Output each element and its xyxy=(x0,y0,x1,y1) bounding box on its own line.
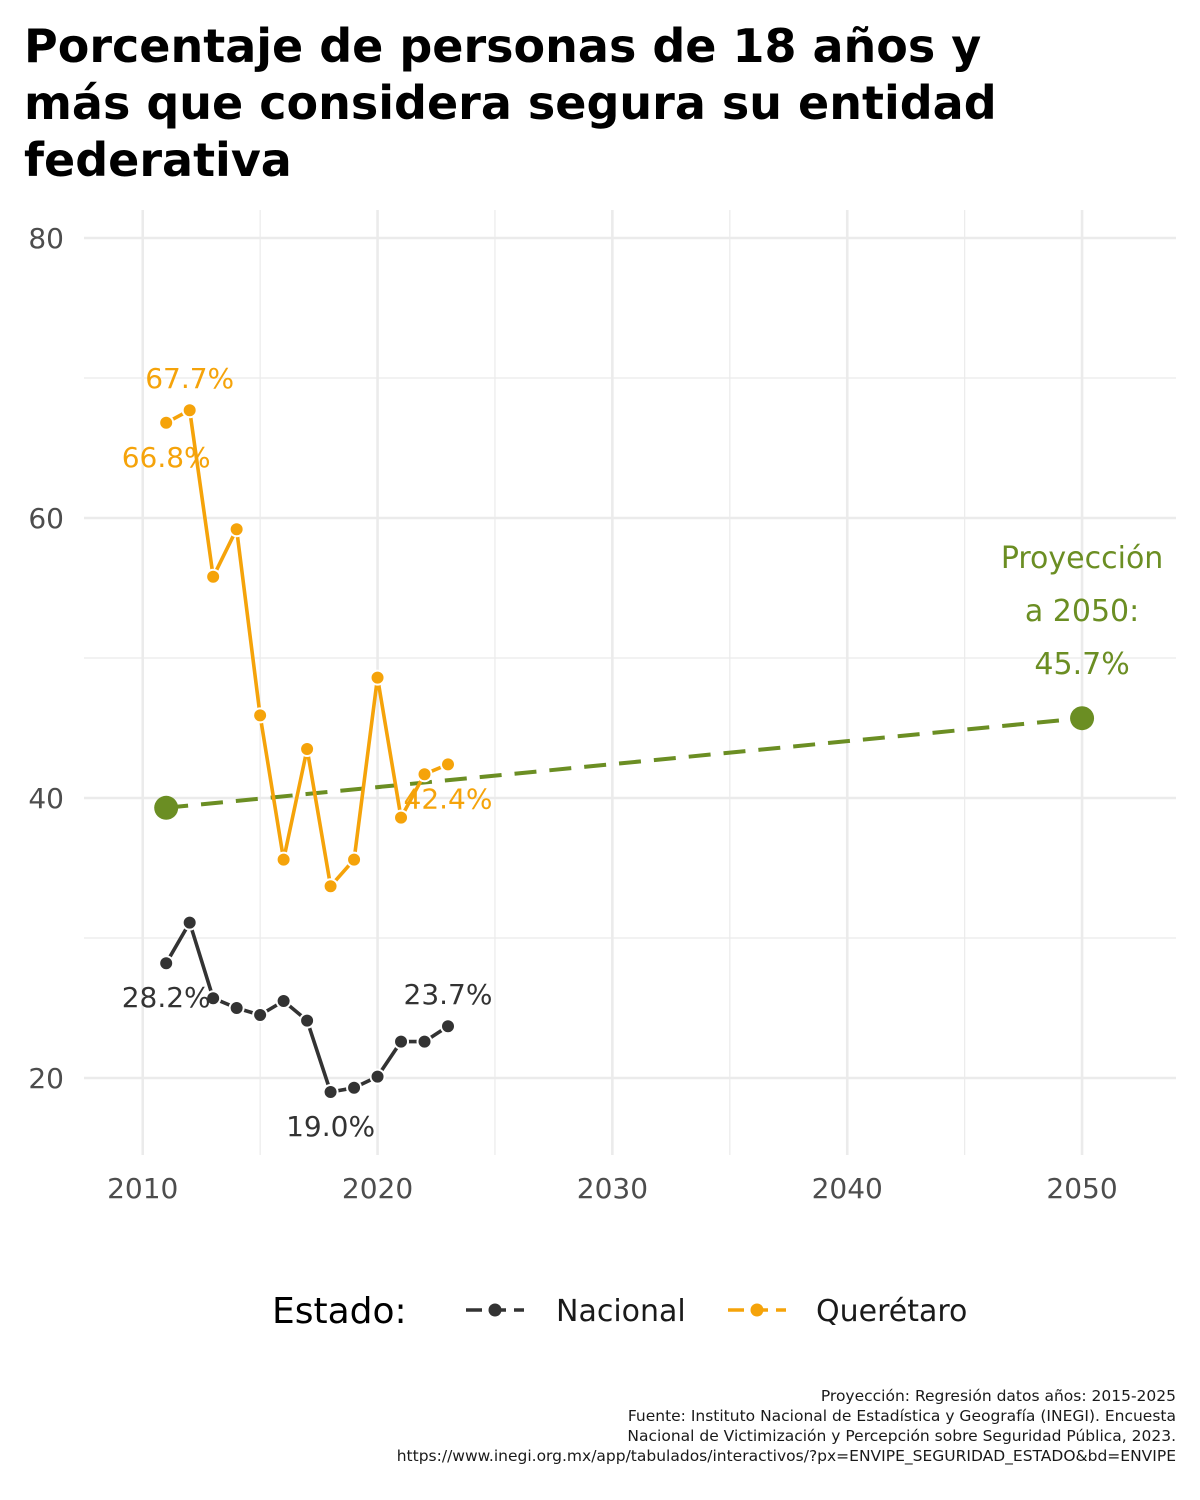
series-point xyxy=(299,1012,316,1029)
data-labels: 67.7% 66.8% 42.4% 28.2% 23.7% 19.0% xyxy=(122,362,493,1143)
series-point xyxy=(346,1079,363,1096)
x-tick-label: 2010 xyxy=(107,1172,178,1205)
y-tick-label: 80 xyxy=(28,222,64,255)
projection-label: a 2050: xyxy=(1025,594,1139,629)
series-point xyxy=(346,851,363,868)
series-point xyxy=(299,741,316,757)
series-point xyxy=(275,851,292,868)
caption-line-1: Proyección: Regresión datos años: 2015-2… xyxy=(820,1387,1176,1405)
caption-line-2: Fuente: Instituto Nacional de Estadístic… xyxy=(627,1407,1176,1425)
series-point xyxy=(393,809,410,826)
series-point xyxy=(158,414,175,431)
chart-title: Porcentaje de personas de 18 años y más … xyxy=(24,19,997,187)
legend-key-point xyxy=(488,1303,502,1317)
series-point xyxy=(228,1000,245,1016)
x-tick-label: 2030 xyxy=(577,1172,648,1205)
series-point xyxy=(369,669,386,686)
projection-label: Proyección xyxy=(1001,541,1164,576)
data-label: 19.0% xyxy=(286,1110,375,1143)
series-point xyxy=(181,914,198,931)
series-point xyxy=(322,878,339,895)
data-label: 67.7% xyxy=(145,362,234,395)
legend: Estado: Nacional Querétaro xyxy=(272,1291,967,1332)
series-point xyxy=(393,1033,410,1050)
x-tick-label: 2020 xyxy=(342,1172,413,1205)
caption-line-4: https://www.inegi.org.mx/app/tabulados/i… xyxy=(396,1447,1176,1465)
series-point xyxy=(440,1018,456,1035)
projection-line xyxy=(165,716,1083,810)
series-point xyxy=(252,707,269,724)
x-axis-ticks: 2010 2020 2030 2040 2050 xyxy=(107,1172,1118,1205)
legend-key-point xyxy=(750,1303,764,1317)
caption: Proyección: Regresión datos años: 2015-2… xyxy=(397,1386,1176,1466)
series-point xyxy=(205,568,222,585)
y-tick-label: 60 xyxy=(28,502,64,535)
projection-point xyxy=(1070,706,1095,731)
series-layer xyxy=(158,402,456,1100)
series-point xyxy=(181,402,198,419)
data-label: 66.8% xyxy=(122,441,211,474)
y-axis-ticks: 20 40 60 80 xyxy=(28,222,64,1095)
legend-label: Nacional xyxy=(556,1294,686,1329)
y-tick-label: 40 xyxy=(28,782,64,815)
series-point xyxy=(228,521,245,538)
data-label: 42.4% xyxy=(404,782,493,815)
series-point xyxy=(416,1033,433,1050)
y-tick-label: 20 xyxy=(28,1062,64,1095)
series-point xyxy=(158,955,175,972)
caption-line-3: Nacional de Victimización y Percepción s… xyxy=(627,1427,1176,1445)
series-point xyxy=(369,1068,386,1085)
series-point xyxy=(275,993,292,1009)
series-point xyxy=(440,756,456,773)
projection-label: 45.7% xyxy=(1034,647,1129,682)
series-point xyxy=(416,766,433,783)
grid xyxy=(84,210,1176,1155)
series-point xyxy=(322,1084,339,1100)
x-tick-label: 2050 xyxy=(1046,1172,1117,1205)
legend-item-querétaro: Querétaro xyxy=(728,1294,967,1329)
series-point xyxy=(252,1007,269,1023)
projection: Proyección a 2050: 45.7% xyxy=(154,541,1163,820)
series-nacional xyxy=(158,914,456,1100)
data-label: 23.7% xyxy=(404,978,493,1011)
legend-item-nacional: Nacional xyxy=(466,1294,686,1329)
data-label: 28.2% xyxy=(122,981,211,1014)
series-point xyxy=(205,990,222,1007)
series-querétaro xyxy=(158,402,456,895)
legend-title: Estado: xyxy=(272,1291,407,1332)
projection-point xyxy=(154,795,179,820)
x-tick-label: 2040 xyxy=(812,1172,883,1205)
legend-label: Querétaro xyxy=(816,1294,967,1329)
